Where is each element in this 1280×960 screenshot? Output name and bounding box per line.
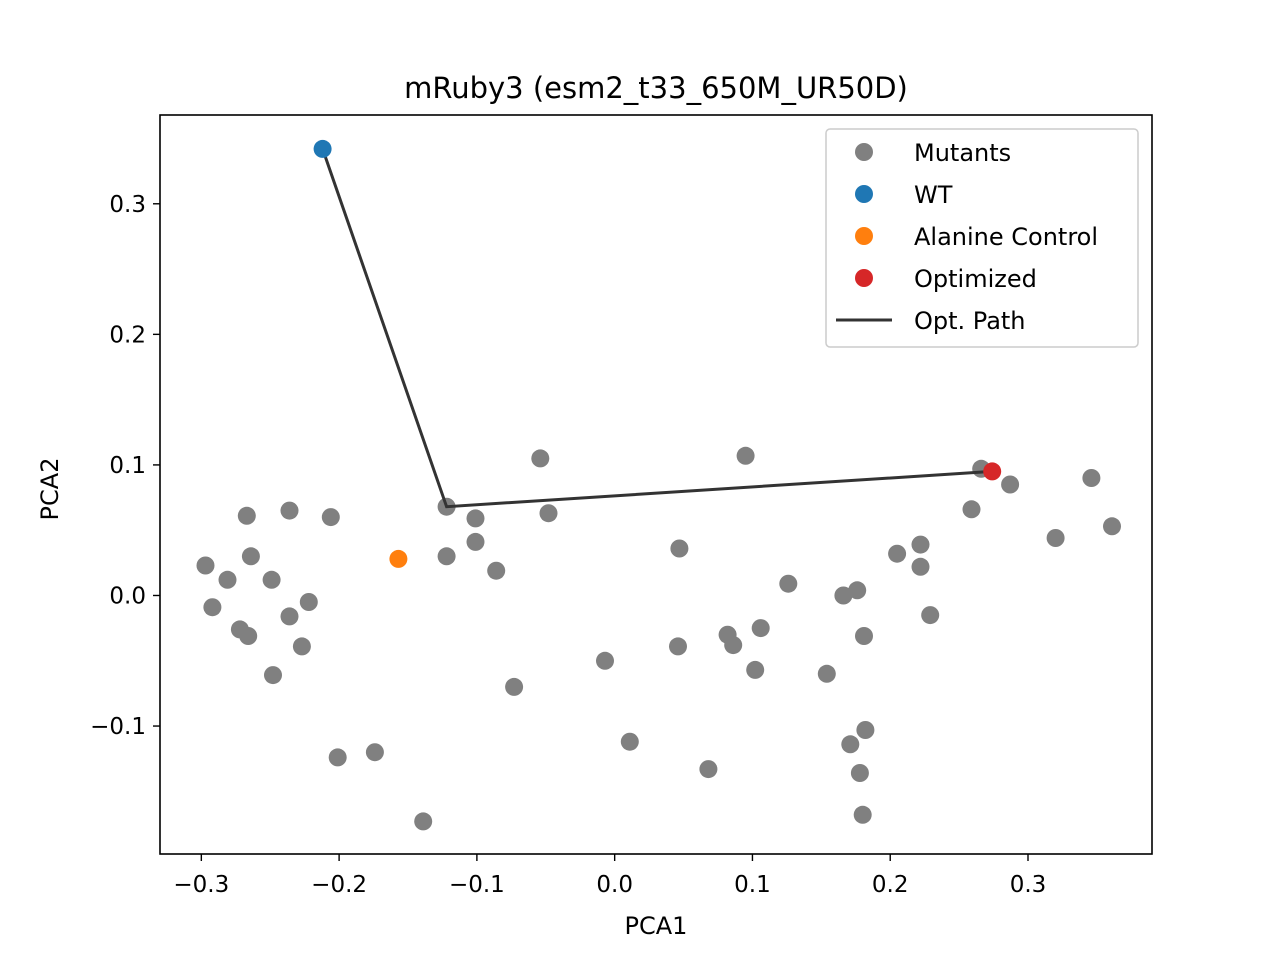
legend-label-mutants: Mutants [914,139,1011,167]
x-tick-label: −0.3 [173,872,229,898]
mutants-point [280,501,299,520]
mutants-point [299,593,318,611]
x-axis-label: PCA1 [625,912,688,940]
mutants-point [487,561,506,580]
mutants-point [888,544,907,563]
x-axis: −0.3 −0.2 −0.1 0.0 0.1 0.2 0.3 [173,854,1046,898]
y-tick-label: 0.3 [109,192,146,218]
legend-label-alanine-control: Alanine Control [914,223,1098,251]
mutants-point [848,581,867,600]
x-tick-label: 0.2 [872,872,909,898]
mutants-point [911,557,930,576]
mutants-point [724,636,743,655]
mutants-point [262,570,281,589]
mutants-point [292,637,311,656]
mutants-point [1001,475,1020,494]
mutants-point [834,586,853,605]
mutants-point [856,721,875,739]
x-tick-label: −0.1 [449,872,505,898]
mutants-point [539,504,558,523]
mutants-point [850,764,869,782]
mutants-point [264,666,282,685]
mutants-point [437,547,456,566]
mutants-point [669,637,687,656]
mutants-point [414,812,433,831]
mutants-point [779,574,798,593]
mutants-point [596,651,614,670]
mutants-point [196,556,215,575]
legend: Mutants WT Alanine Control Optimized Opt. Pa… [825,128,1139,348]
mutants-point [321,508,340,527]
mutants-point [736,446,755,465]
plot-frame [159,114,1153,855]
y-tick-label: −0.1 [90,714,146,740]
mutants-point [620,732,639,751]
y-tick-label: 0.2 [109,322,146,348]
x-tick-label: −0.2 [311,872,367,898]
legend-label-optimized: Optimized [914,265,1037,293]
mutants-point [751,619,770,638]
mutants-point [670,539,689,558]
mutants-point [239,627,258,645]
alanine-control-point [389,549,408,568]
legend-marker-wt [855,185,873,203]
y-axis: −0.1 0.0 0.1 0.2 0.3 [90,192,160,740]
mutants-point [911,535,930,554]
legend-label-wt: WT [914,181,953,209]
mutants-point [505,677,524,696]
mutants-point [280,607,299,626]
mutants-point [365,743,384,762]
mutants-point [466,532,485,551]
mutants-point [746,660,765,679]
y-tick-label: 0.1 [109,453,146,479]
opt-path-line [321,148,993,509]
mutants-point [962,500,981,519]
y-tick-label: 0.0 [109,583,146,609]
mutants-point [466,509,485,528]
mutants-point [218,570,237,589]
chart-title: mRuby3 (esm2_t33_650M_UR50D) [404,71,908,105]
mutants-point [853,805,872,824]
series-layer [196,139,1121,831]
legend-marker-alanine-control [855,227,873,245]
mutants-point [328,748,347,767]
legend-label-opt-path: Opt. Path [914,307,1026,335]
mutants-point [841,735,860,754]
mutants-point [1103,517,1121,536]
mutants-point [699,760,718,779]
mutants-point [531,449,550,468]
x-tick-label: 0.0 [596,872,633,898]
mutants-point [1046,529,1065,547]
legend-marker-optimized [855,269,873,287]
mutants-point [855,627,873,645]
wt-point [313,139,332,158]
optimized-point [983,462,1002,481]
mutants-point [203,598,222,617]
x-tick-label: 0.1 [734,872,771,898]
mutants-point [241,547,260,566]
y-axis-label: PCA2 [36,458,64,521]
x-tick-label: 0.3 [1010,872,1047,898]
mutants-point [237,506,256,525]
mutants-point [817,664,836,683]
legend-marker-mutants [855,143,873,161]
mutants-point [1082,469,1101,487]
legend-box [825,128,1139,348]
mutants-point [921,606,940,625]
